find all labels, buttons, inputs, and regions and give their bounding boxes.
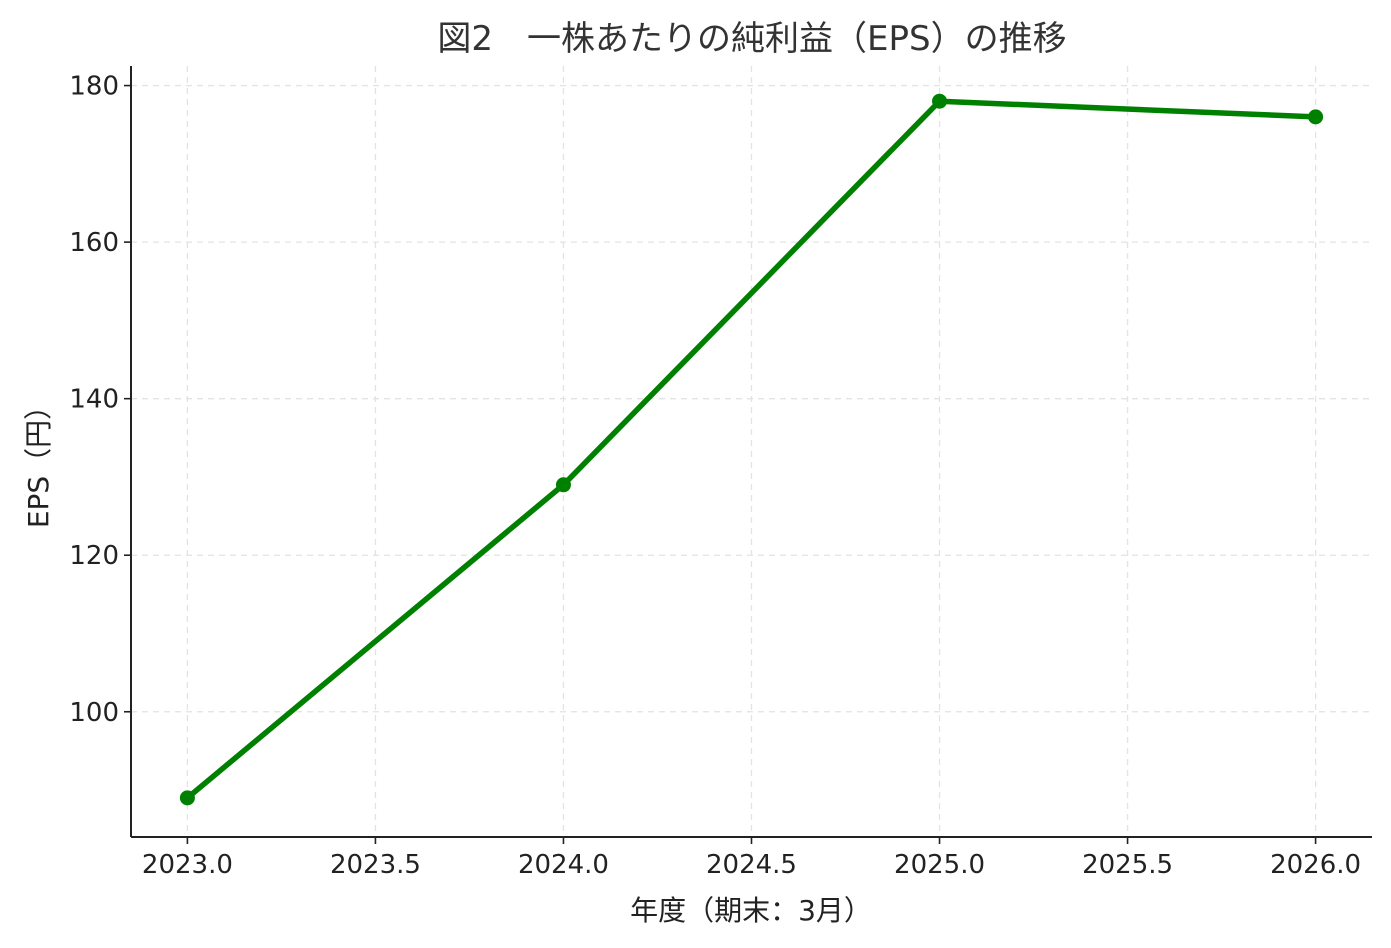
x-tick-label: 2025.5 <box>1082 850 1173 880</box>
x-tick-label: 2025.0 <box>894 850 985 880</box>
eps-series-line <box>184 98 1319 801</box>
x-tick-label: 2023.5 <box>330 850 421 880</box>
x-tick-label: 2024.0 <box>518 850 609 880</box>
x-tick-label: 2024.5 <box>706 850 797 880</box>
y-ticks: 100 120 140 160 180 <box>69 72 131 728</box>
y-tick-label: 100 <box>69 698 119 728</box>
eps-data-point <box>932 93 948 109</box>
x-tick-label: 2023.0 <box>142 850 233 880</box>
y-tick-label: 140 <box>69 385 119 415</box>
chart-title: 図2 一株あたりの純利益（EPS）の推移 <box>437 19 1066 59</box>
y-tick-label: 160 <box>69 228 119 258</box>
x-ticks: 2023.0 2023.5 2024.0 2024.5 2025.0 2025.5 2026… <box>142 837 1361 880</box>
x-axis-label: 年度（期末：3月） <box>630 894 872 927</box>
eps-data-point <box>1308 109 1324 125</box>
grid-lines <box>131 66 1372 837</box>
series-layer <box>179 93 1324 806</box>
eps-data-point <box>555 477 571 493</box>
x-tick-label: 2026.0 <box>1270 850 1361 880</box>
y-axis-label: EPS（円） <box>22 392 55 528</box>
y-tick-label: 180 <box>69 72 119 102</box>
y-tick-label: 120 <box>69 541 119 571</box>
eps-data-point <box>179 790 195 806</box>
